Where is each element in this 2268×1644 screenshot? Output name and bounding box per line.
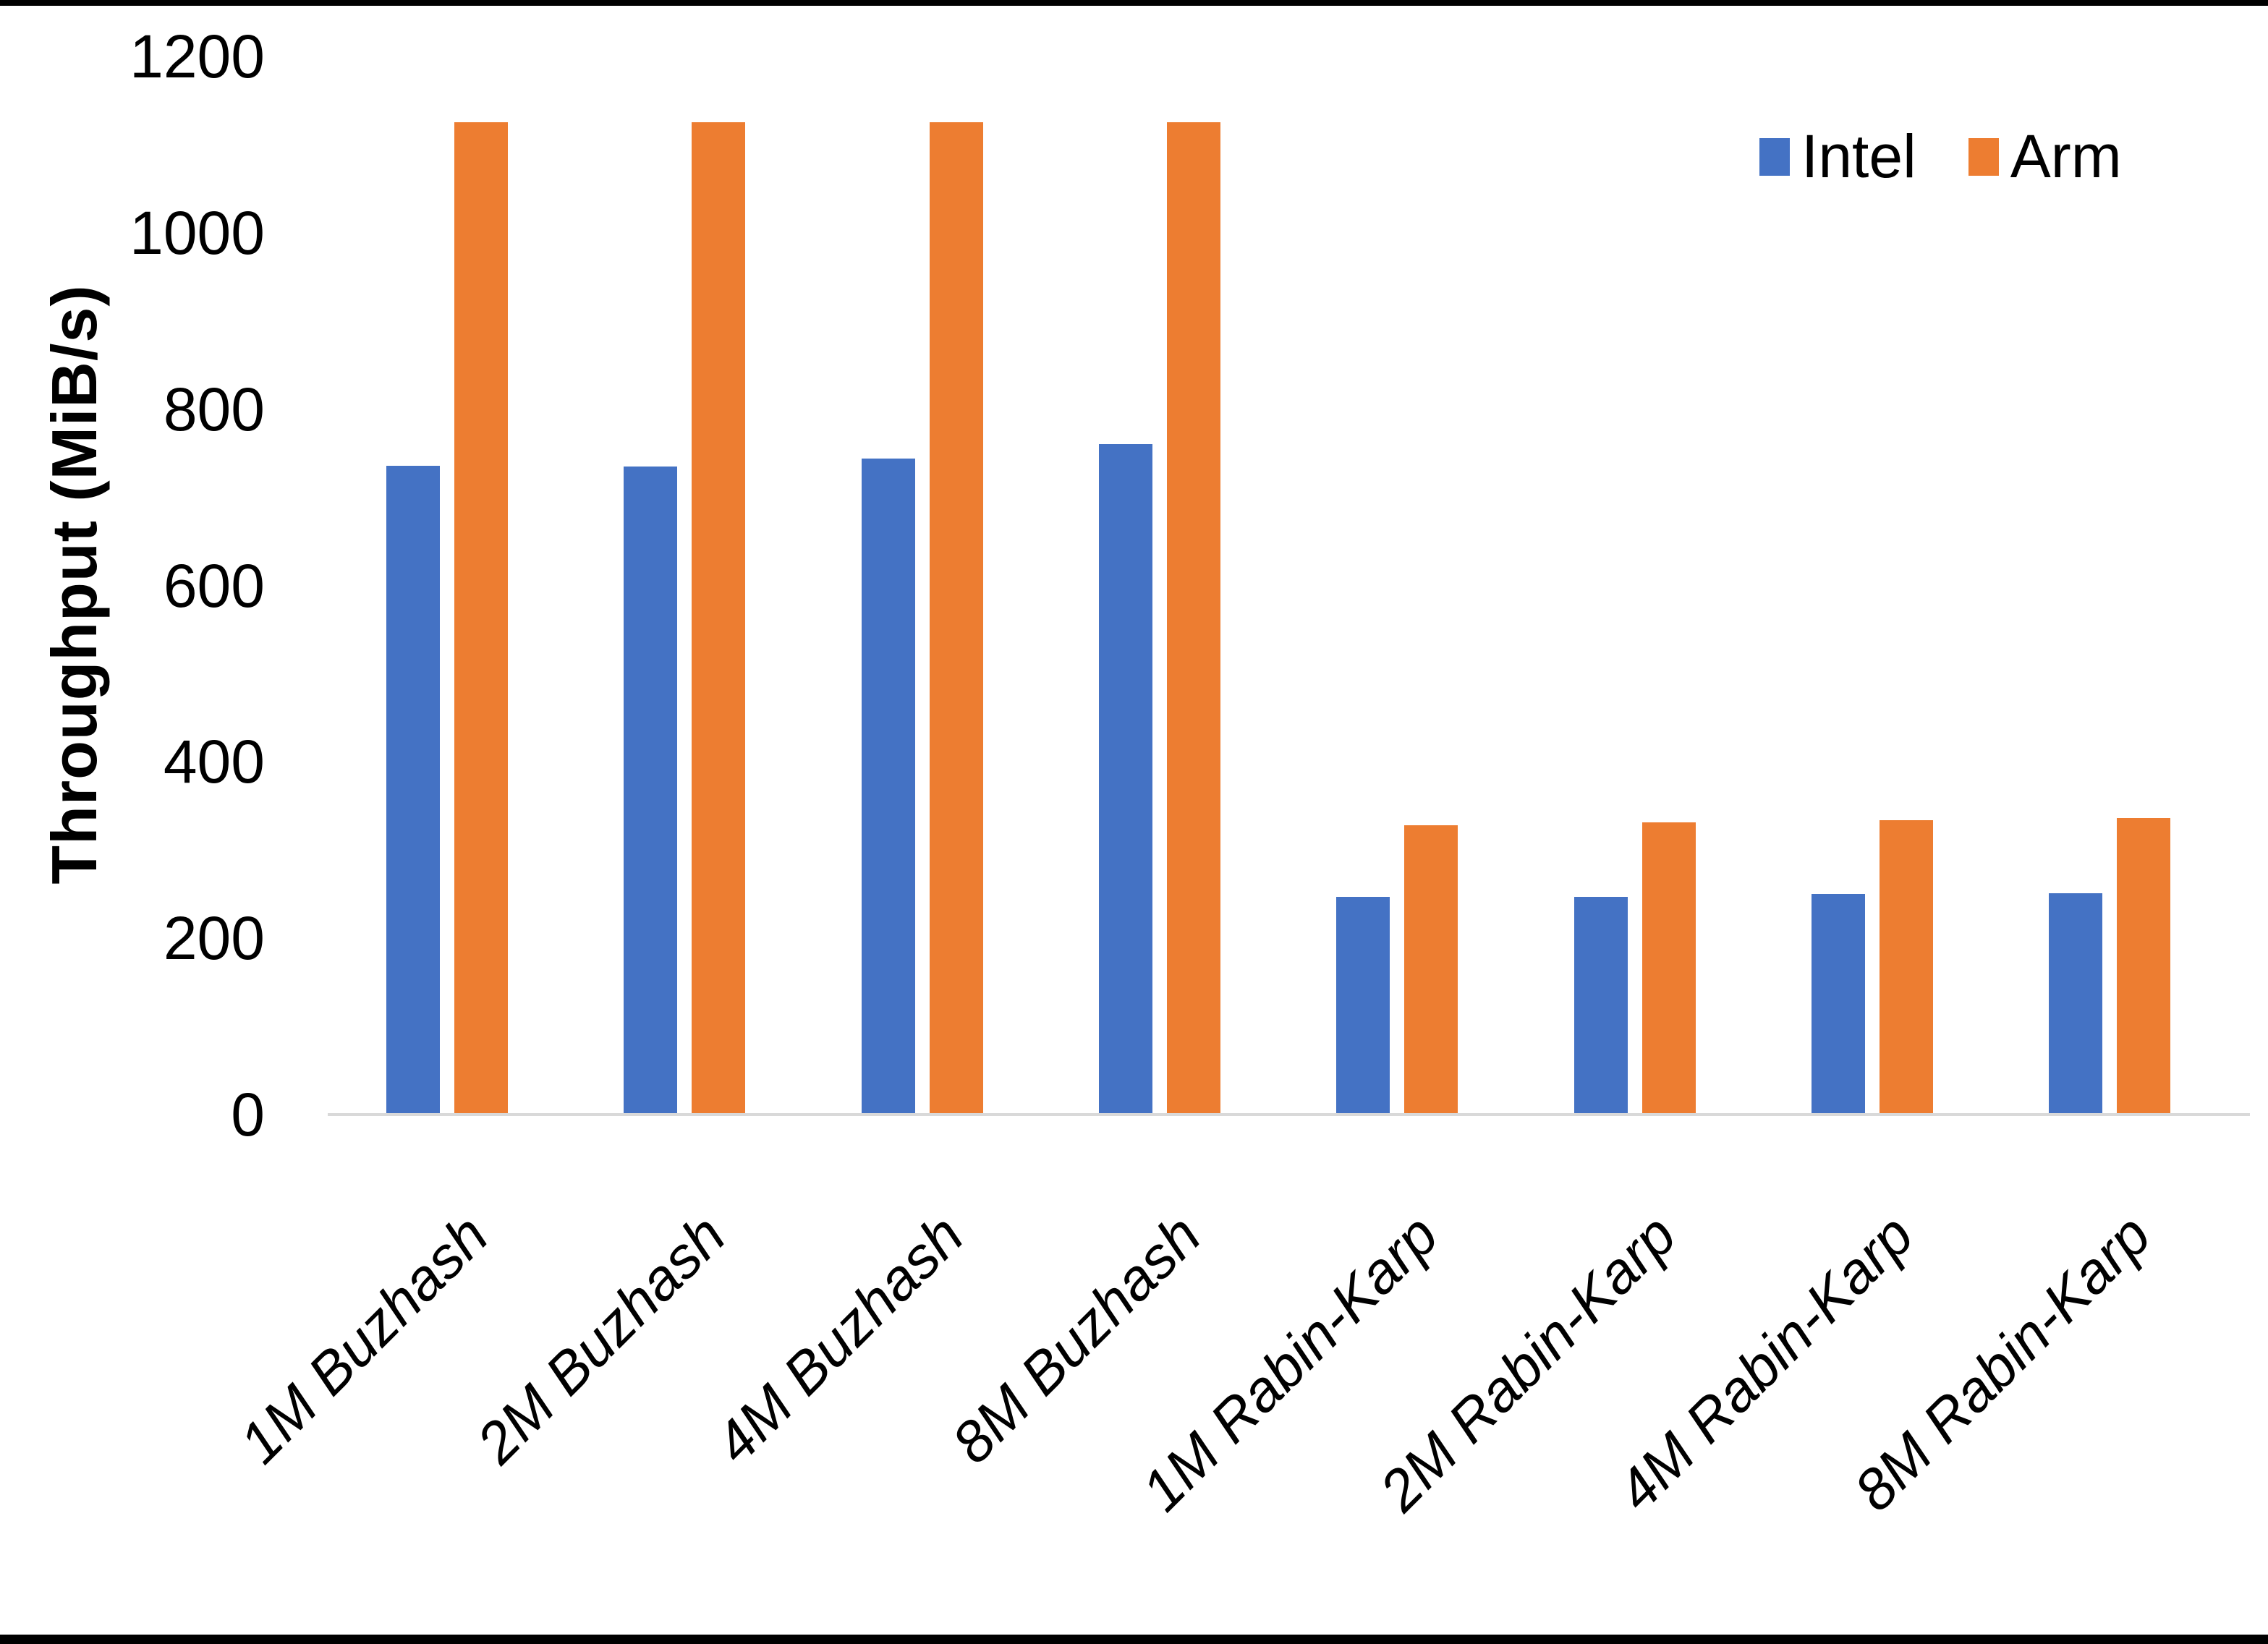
y-axis-tick-label: 200 — [163, 904, 265, 973]
bar-arm-1m-rabin-karp — [1404, 825, 1458, 1115]
bottom-border-line — [0, 1635, 2268, 1644]
legend-label-arm: Arm — [2010, 122, 2122, 190]
bar-intel-1m-rabin-karp — [1336, 897, 1390, 1115]
bar-intel-2m-rabin-karp — [1573, 897, 1628, 1115]
legend-item-intel: Intel — [1759, 122, 1916, 192]
x-axis-label-2m-buzhash: 2M Buzhash — [464, 1202, 738, 1475]
legend-item-arm: Arm — [1968, 122, 2122, 192]
y-axis-tick-label: 0 — [231, 1081, 265, 1149]
legend-label-intel: Intel — [1801, 122, 1916, 190]
bar-intel-8m-buzhash — [1098, 444, 1152, 1115]
bar-intel-4m-rabin-karp — [1811, 894, 1865, 1115]
y-axis-tick-label: 600 — [163, 551, 265, 620]
top-border-line — [0, 0, 2268, 6]
bar-arm-4m-buzhash — [929, 122, 983, 1115]
arm-series-swatch-icon — [1968, 137, 1999, 176]
bar-intel-2m-buzhash — [624, 467, 678, 1115]
x-axis-label-1m-buzhash: 1M Buzhash — [227, 1202, 501, 1475]
y-axis-tick-label: 1000 — [129, 198, 265, 267]
bar-arm-2m-rabin-karp — [1641, 822, 1696, 1115]
bar-intel-8m-rabin-karp — [2049, 893, 2103, 1115]
y-axis-tick-label: 1200 — [129, 22, 265, 90]
bar-arm-4m-rabin-karp — [1879, 820, 1933, 1115]
y-axis-title: Throughput (MiB/s) — [38, 284, 110, 885]
y-axis-tick-label: 800 — [163, 375, 265, 443]
x-axis-line — [328, 1113, 2250, 1116]
x-axis-label-8m-buzhash: 8M Buzhash — [939, 1202, 1213, 1475]
bar-arm-1m-buzhash — [454, 122, 508, 1115]
bar-intel-1m-buzhash — [386, 466, 440, 1115]
bar-arm-8m-buzhash — [1166, 122, 1220, 1115]
bar-arm-2m-buzhash — [692, 122, 746, 1115]
y-axis-tick-label: 400 — [163, 728, 265, 796]
bar-arm-8m-rabin-karp — [2117, 818, 2171, 1115]
bar-intel-4m-buzhash — [861, 459, 915, 1115]
intel-series-swatch-icon — [1759, 137, 1790, 176]
x-axis-label-4m-buzhash: 4M Buzhash — [702, 1202, 975, 1475]
legend: Intel Arm — [1759, 122, 2122, 192]
